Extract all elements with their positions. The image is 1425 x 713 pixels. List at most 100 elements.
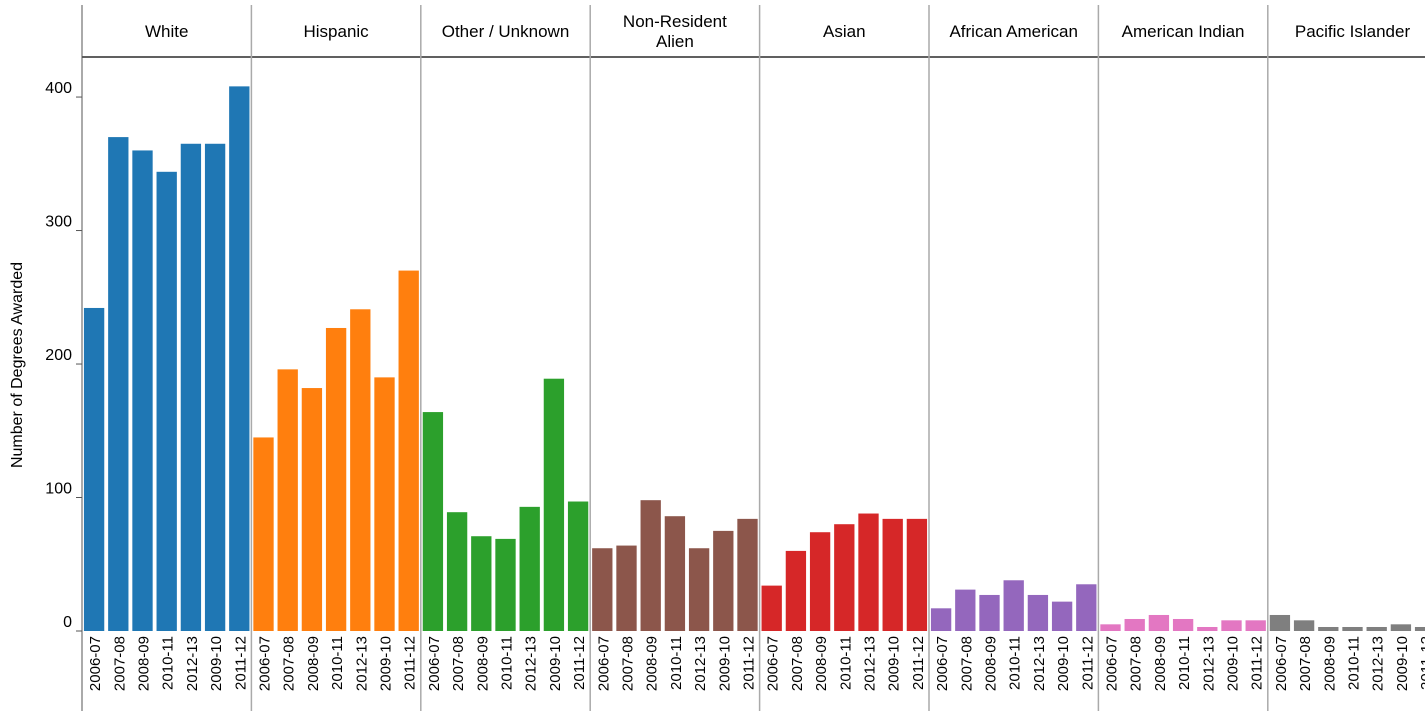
bar: [519, 506, 540, 631]
bar: [204, 143, 226, 631]
facet-title: White: [145, 22, 188, 41]
bar: [108, 137, 129, 631]
x-tick-label: 2011-12: [232, 636, 249, 690]
bar: [906, 518, 928, 631]
x-tick-label: 2008-09: [474, 636, 491, 691]
x-tick-label: 2007-08: [1297, 636, 1314, 691]
bar: [1027, 594, 1049, 631]
bar: [1245, 620, 1266, 631]
y-tick-label: 0: [63, 614, 72, 631]
bar: [156, 171, 177, 632]
x-tick-label: 2007-08: [789, 636, 806, 691]
x-tick-label: 2011-12: [402, 636, 419, 690]
facet-title: American Indian: [1122, 22, 1245, 41]
x-tick-label: 2009-10: [208, 636, 225, 691]
x-tick-label: 2010-11: [160, 636, 177, 690]
facet-american-indian: American Indian 2006-07 2007-08 2008-09 2010…: [1097, 5, 1266, 711]
facet-non-resident-alien: Non-Resident Alien 2006-07 2007-08 2008-09 20…: [589, 5, 758, 711]
x-tick-label: 2007-08: [281, 636, 298, 691]
bar: [398, 270, 419, 631]
bar: [325, 327, 347, 631]
bar: [737, 518, 758, 631]
facet-hispanic: Hispanic 2006-07 2007-08 2008-09 2010-11 2012…: [250, 5, 419, 711]
bar: [374, 377, 395, 631]
bar: [471, 536, 492, 631]
x-tick-label: 2009-10: [1055, 636, 1072, 691]
x-tick-label: 2008-09: [136, 636, 153, 691]
x-tick-label: 2007-08: [620, 636, 637, 691]
facet-asian: Asian 2006-07 2007-08 2008-09 2010-11 2012-13…: [758, 5, 928, 711]
bar: [858, 513, 879, 631]
x-tick-label: 2012-13: [184, 636, 201, 691]
y-tick-label: 200: [45, 347, 72, 364]
x-tick-label: 2006-07: [765, 636, 782, 691]
bar: [664, 516, 686, 631]
x-tick-label: 2008-09: [1321, 636, 1338, 691]
bar: [83, 307, 105, 631]
x-tick-label: 2012-13: [1200, 636, 1217, 691]
bar: [1221, 620, 1242, 631]
bar: [1051, 601, 1073, 631]
y-axis: 0 100 200 300 400: [45, 5, 83, 711]
x-tick-label: 2012-13: [862, 636, 879, 691]
bar: [567, 501, 589, 631]
bar: [1390, 624, 1412, 631]
x-tick-label: 2012-13: [523, 636, 540, 691]
x-tick-label: 2010-11: [837, 636, 854, 690]
x-tick-label: 2009-10: [547, 636, 564, 691]
x-tick-label: 2011-12: [741, 636, 758, 690]
bar: [1003, 580, 1024, 631]
bar: [446, 512, 468, 631]
x-tick-label: 2006-07: [595, 636, 612, 691]
bar: [1197, 626, 1218, 631]
y-tick-label: 100: [45, 481, 72, 498]
bar: [1076, 584, 1097, 631]
facet-other-unknown: Other / Unknown 2006-07 2007-08 2008-09 2010…: [420, 5, 589, 711]
bar: [1414, 626, 1425, 631]
x-tick-label: 2006-07: [426, 636, 443, 691]
bar: [930, 608, 952, 631]
bar: [1366, 626, 1387, 631]
x-tick-label: 2010-11: [1346, 636, 1363, 690]
bar: [834, 524, 855, 631]
bar: [713, 530, 734, 631]
facet-title: Hispanic: [303, 22, 369, 41]
x-tick-label: 2008-09: [983, 636, 1000, 691]
x-tick-label: 2007-08: [450, 636, 467, 691]
bar: [350, 309, 371, 631]
x-tick-label: 2006-07: [257, 636, 274, 691]
x-tick-label: 2010-11: [668, 636, 685, 690]
x-tick-label: 2011-12: [571, 636, 588, 690]
x-tick-label: 2008-09: [305, 636, 322, 691]
bar: [229, 86, 250, 632]
facet-title: Pacific Islander: [1295, 22, 1411, 41]
facet-white: White 2006-07 2007-08 2008-09 2010-11 2012-13…: [83, 22, 250, 691]
facet-title: African American: [949, 22, 1078, 41]
x-tick-label: 2010-11: [1007, 636, 1024, 690]
bar: [301, 388, 323, 631]
x-tick-label: 2008-09: [644, 636, 661, 691]
x-tick-label: 2011-12: [1418, 636, 1425, 690]
bar: [1293, 620, 1315, 631]
y-axis-label: Number of Degrees Awarded: [9, 262, 26, 468]
x-tick-label: 2012-13: [692, 636, 709, 691]
x-tick-label: 2006-07: [1104, 636, 1121, 691]
bar: [592, 548, 613, 631]
bar: [1318, 626, 1339, 631]
bar: [1124, 618, 1145, 631]
x-tick-label: 2006-07: [87, 636, 104, 691]
y-tick-label: 400: [45, 80, 72, 97]
bar: [132, 150, 153, 631]
x-tick-label: 2008-09: [813, 636, 830, 691]
x-tick-label: 2007-08: [111, 636, 128, 691]
bar: [616, 545, 637, 631]
bar: [422, 412, 444, 631]
x-tick-label: 2006-07: [934, 636, 951, 691]
bar: [1342, 626, 1363, 631]
x-tick-label: 2006-07: [1273, 636, 1290, 691]
bar: [688, 548, 710, 631]
facet-title: Non-Resident Alien: [623, 12, 727, 51]
x-tick-label: 2011-12: [1249, 636, 1266, 690]
bar: [640, 500, 661, 631]
